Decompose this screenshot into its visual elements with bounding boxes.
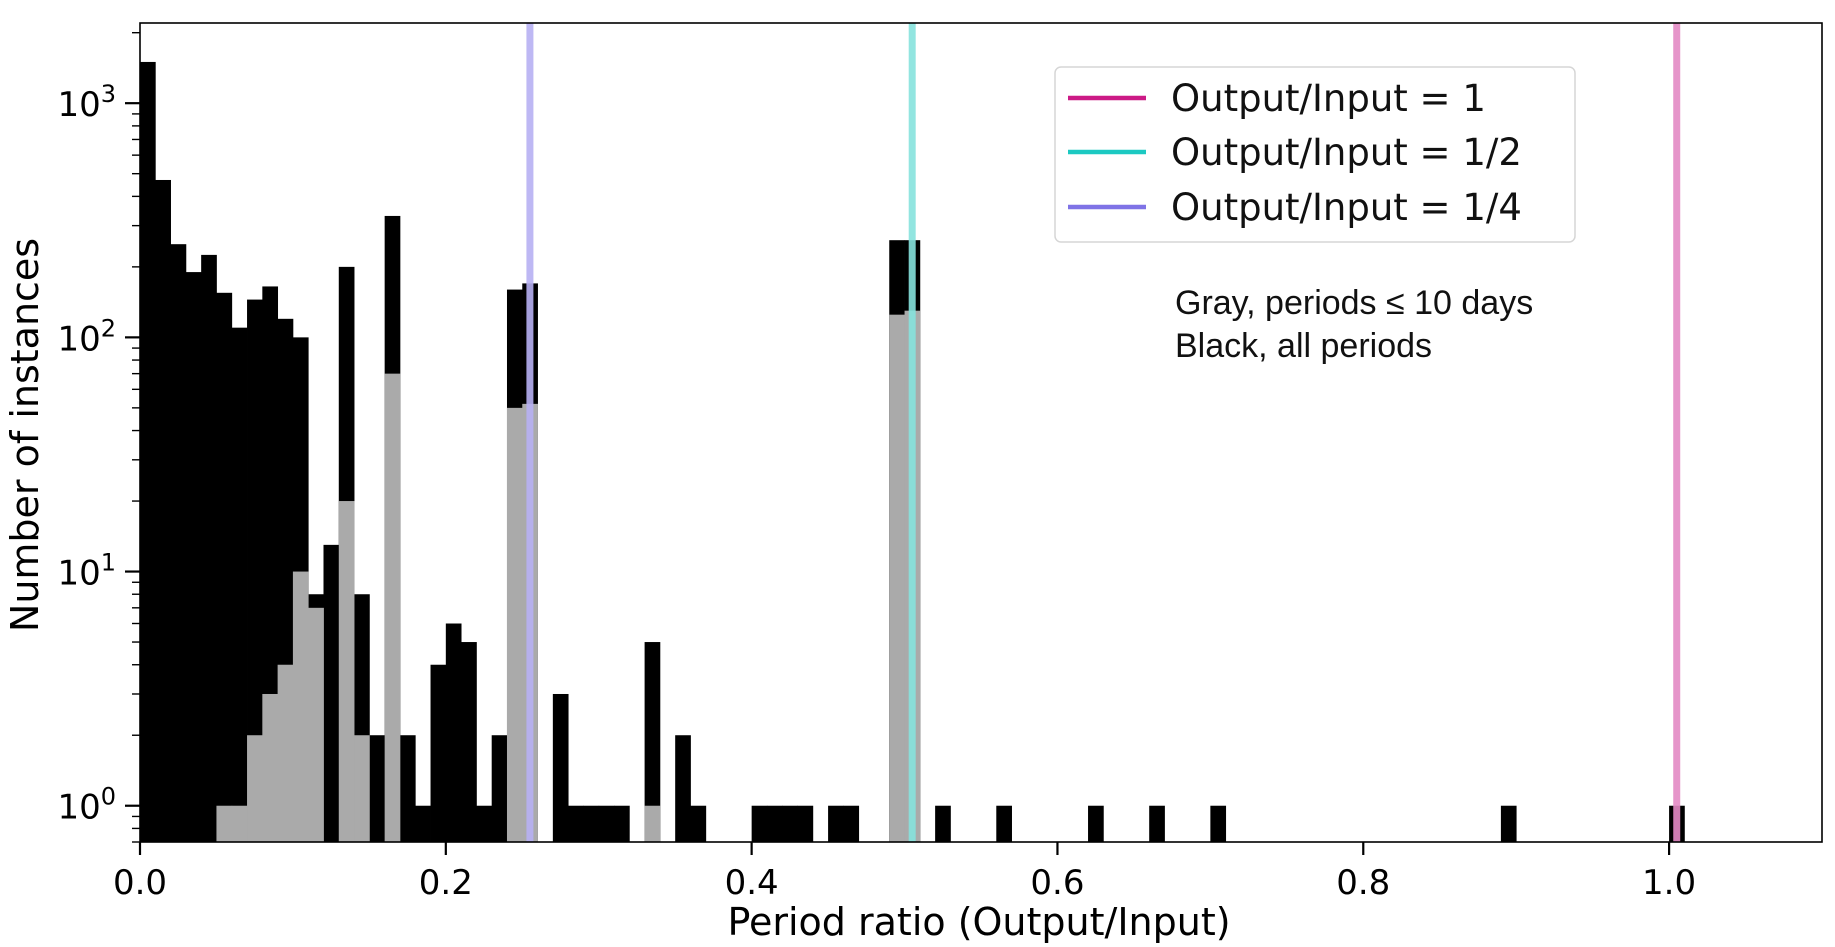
bar-all-32 — [675, 735, 691, 842]
x-tick-label-4: 0.8 — [1336, 863, 1390, 903]
bar-all-7 — [247, 299, 263, 843]
bar-all-29 — [598, 805, 615, 842]
x-tick-label-5: 1.0 — [1642, 863, 1696, 903]
bar-all-15 — [369, 735, 386, 842]
bar-short-9 — [384, 373, 401, 842]
y-axis-ticks: 100 101 102 103 — [57, 31, 140, 843]
bar-all-3 — [185, 272, 202, 843]
x-axis-label: Period ratio (Output/Input) — [727, 900, 1230, 944]
bar-all-28 — [583, 805, 600, 842]
x-tick-label-1: 0.2 — [419, 863, 473, 903]
y-tick-label-3: 103 — [57, 80, 116, 125]
bar-all-26 — [552, 693, 569, 842]
legend: Output/Input = 1 Output/Input = 1/2 Outp… — [1054, 66, 1576, 243]
bar-all-4 — [201, 254, 217, 842]
bar-all-5 — [216, 292, 233, 842]
legend-entry-2: Output/Input = 1/2 — [1171, 131, 1522, 174]
x-tick-label-2: 0.4 — [725, 863, 779, 903]
y-axis-label: Number of instances — [3, 238, 47, 632]
bar-all-1 — [155, 179, 171, 843]
legend-entry-3: Output/Input = 1/4 — [1171, 186, 1522, 229]
bar-all-47 — [1500, 805, 1517, 842]
bar-all-27 — [568, 805, 584, 842]
bar-all-42 — [935, 805, 951, 842]
bar-short-2 — [247, 735, 263, 842]
bar-short-7 — [338, 501, 355, 842]
bar-short-1 — [231, 805, 248, 842]
bar-short-13 — [889, 314, 905, 842]
bar-all-33 — [690, 805, 707, 842]
bar-all-22 — [476, 805, 493, 842]
axes — [139, 22, 1823, 843]
bar-all-30 — [614, 805, 630, 842]
y-tick-label-0: 100 — [57, 783, 116, 828]
bar-all-37 — [797, 805, 814, 842]
bar-all-17 — [399, 735, 416, 842]
bar-all-46 — [1210, 805, 1227, 842]
bar-all-0 — [140, 61, 156, 842]
x-tick-label-0: 0.0 — [113, 863, 167, 903]
reference-lines — [526, 23, 1681, 842]
bar-all-18 — [415, 805, 431, 842]
x-tick-label-3: 0.6 — [1030, 863, 1084, 903]
bar-short-12 — [644, 805, 661, 842]
legend-entry-1: Output/Input = 1 — [1171, 77, 1486, 120]
bar-all-39 — [843, 805, 860, 842]
bar-all-2 — [170, 244, 187, 842]
bar-all-34 — [751, 805, 768, 842]
bar-all-45 — [1149, 805, 1165, 842]
annotation-gray: Gray, periods ≤ 10 days — [1175, 284, 1533, 322]
bar-all-19 — [430, 664, 447, 842]
y-tick-label-2: 102 — [57, 314, 116, 359]
x-axis-ticks: 0.0 0.2 0.4 0.6 0.8 1.0 — [113, 842, 1696, 903]
bar-all-12 — [323, 544, 340, 842]
bar-short-3 — [262, 693, 279, 842]
bar-all-21 — [461, 642, 477, 842]
bar-short-4 — [277, 664, 294, 842]
y-tick-label-1: 101 — [57, 549, 116, 594]
bar-all-31 — [644, 642, 661, 842]
bar-all-20 — [445, 623, 462, 842]
bar-all-38 — [828, 805, 844, 842]
bar-short-0 — [216, 805, 233, 842]
legend-frame — [1054, 66, 1576, 243]
bar-short-6 — [308, 607, 324, 842]
bar-short-10 — [506, 407, 523, 842]
bar-all-35 — [766, 805, 783, 842]
bar-all-36 — [782, 805, 798, 842]
bar-all-23 — [491, 735, 508, 842]
annotation-black: Black, all periods — [1175, 327, 1432, 365]
bar-all-43 — [996, 805, 1012, 842]
bar-all-6 — [231, 327, 248, 842]
axes-frame — [139, 22, 1823, 843]
bar-short-5 — [292, 571, 309, 842]
bar-short-8 — [354, 735, 370, 842]
bar-all-44 — [1088, 805, 1104, 842]
